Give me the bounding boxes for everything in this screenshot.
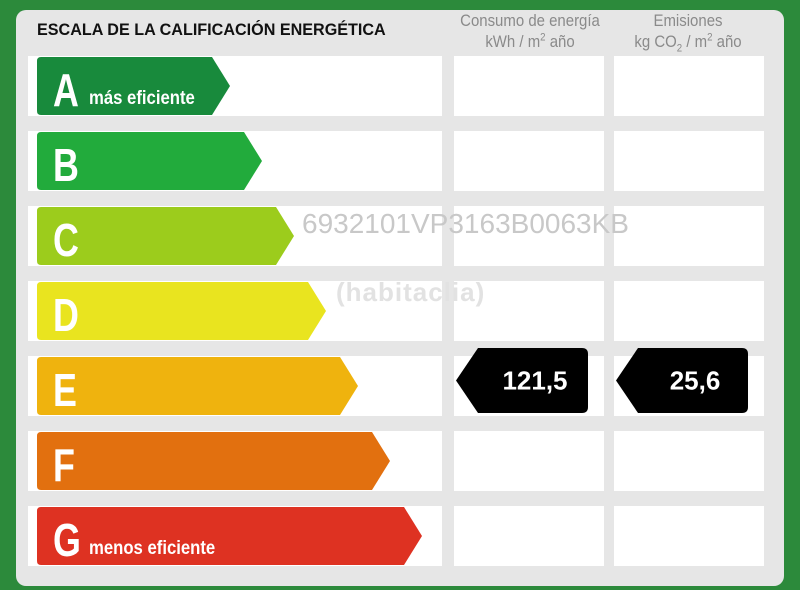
class-f-ribbon <box>37 432 390 490</box>
class-c-letter: C <box>53 215 79 266</box>
class-g-descriptor: menos eficiente <box>89 537 215 558</box>
class-g-letter: G <box>53 515 81 566</box>
habitaclia-logo-watermark: (habitaclia) <box>336 277 486 307</box>
row-energy-cell <box>454 431 604 491</box>
energy-consumption-indicator <box>456 348 588 413</box>
emissions-indicator <box>616 348 748 413</box>
class-a-descriptor: más eficiente <box>89 87 195 108</box>
energy-consumption-value: 121,5 <box>502 366 567 396</box>
class-d-letter: D <box>53 290 79 341</box>
row-emissions-cell <box>614 206 764 266</box>
class-a-letter: A <box>53 65 79 116</box>
cadastral-reference-watermark: 6932101VP3163B0063KB <box>302 208 629 239</box>
row-emissions-cell <box>614 506 764 566</box>
row-energy-cell <box>454 506 604 566</box>
row-energy-cell <box>454 281 604 341</box>
row-energy-cell <box>454 56 604 116</box>
energy-column-header: Consumo de energía kWh / m2 año <box>460 11 600 51</box>
class-b-ribbon <box>37 132 262 190</box>
row-energy-cell <box>454 206 604 266</box>
class-e-ribbon <box>37 357 358 415</box>
class-b-letter: B <box>53 140 79 191</box>
row-emissions-cell <box>614 131 764 191</box>
row-emissions-cell <box>614 56 764 116</box>
class-g-ribbon <box>37 507 422 565</box>
row-energy-cell <box>454 131 604 191</box>
row-emissions-cell <box>614 431 764 491</box>
class-e-letter: E <box>53 365 77 416</box>
row-emissions-cell <box>614 281 764 341</box>
chart-title: ESCALA DE LA CALIFICACIÓN ENERGÉTICA <box>37 20 386 39</box>
class-f-letter: F <box>53 440 75 491</box>
class-d-ribbon <box>37 282 326 340</box>
class-a-ribbon <box>37 57 230 115</box>
emissions-value: 25,6 <box>670 366 721 396</box>
emissions-column-header: Emisiones kg CO2 / m2 año <box>634 11 742 55</box>
class-c-ribbon <box>37 207 294 265</box>
